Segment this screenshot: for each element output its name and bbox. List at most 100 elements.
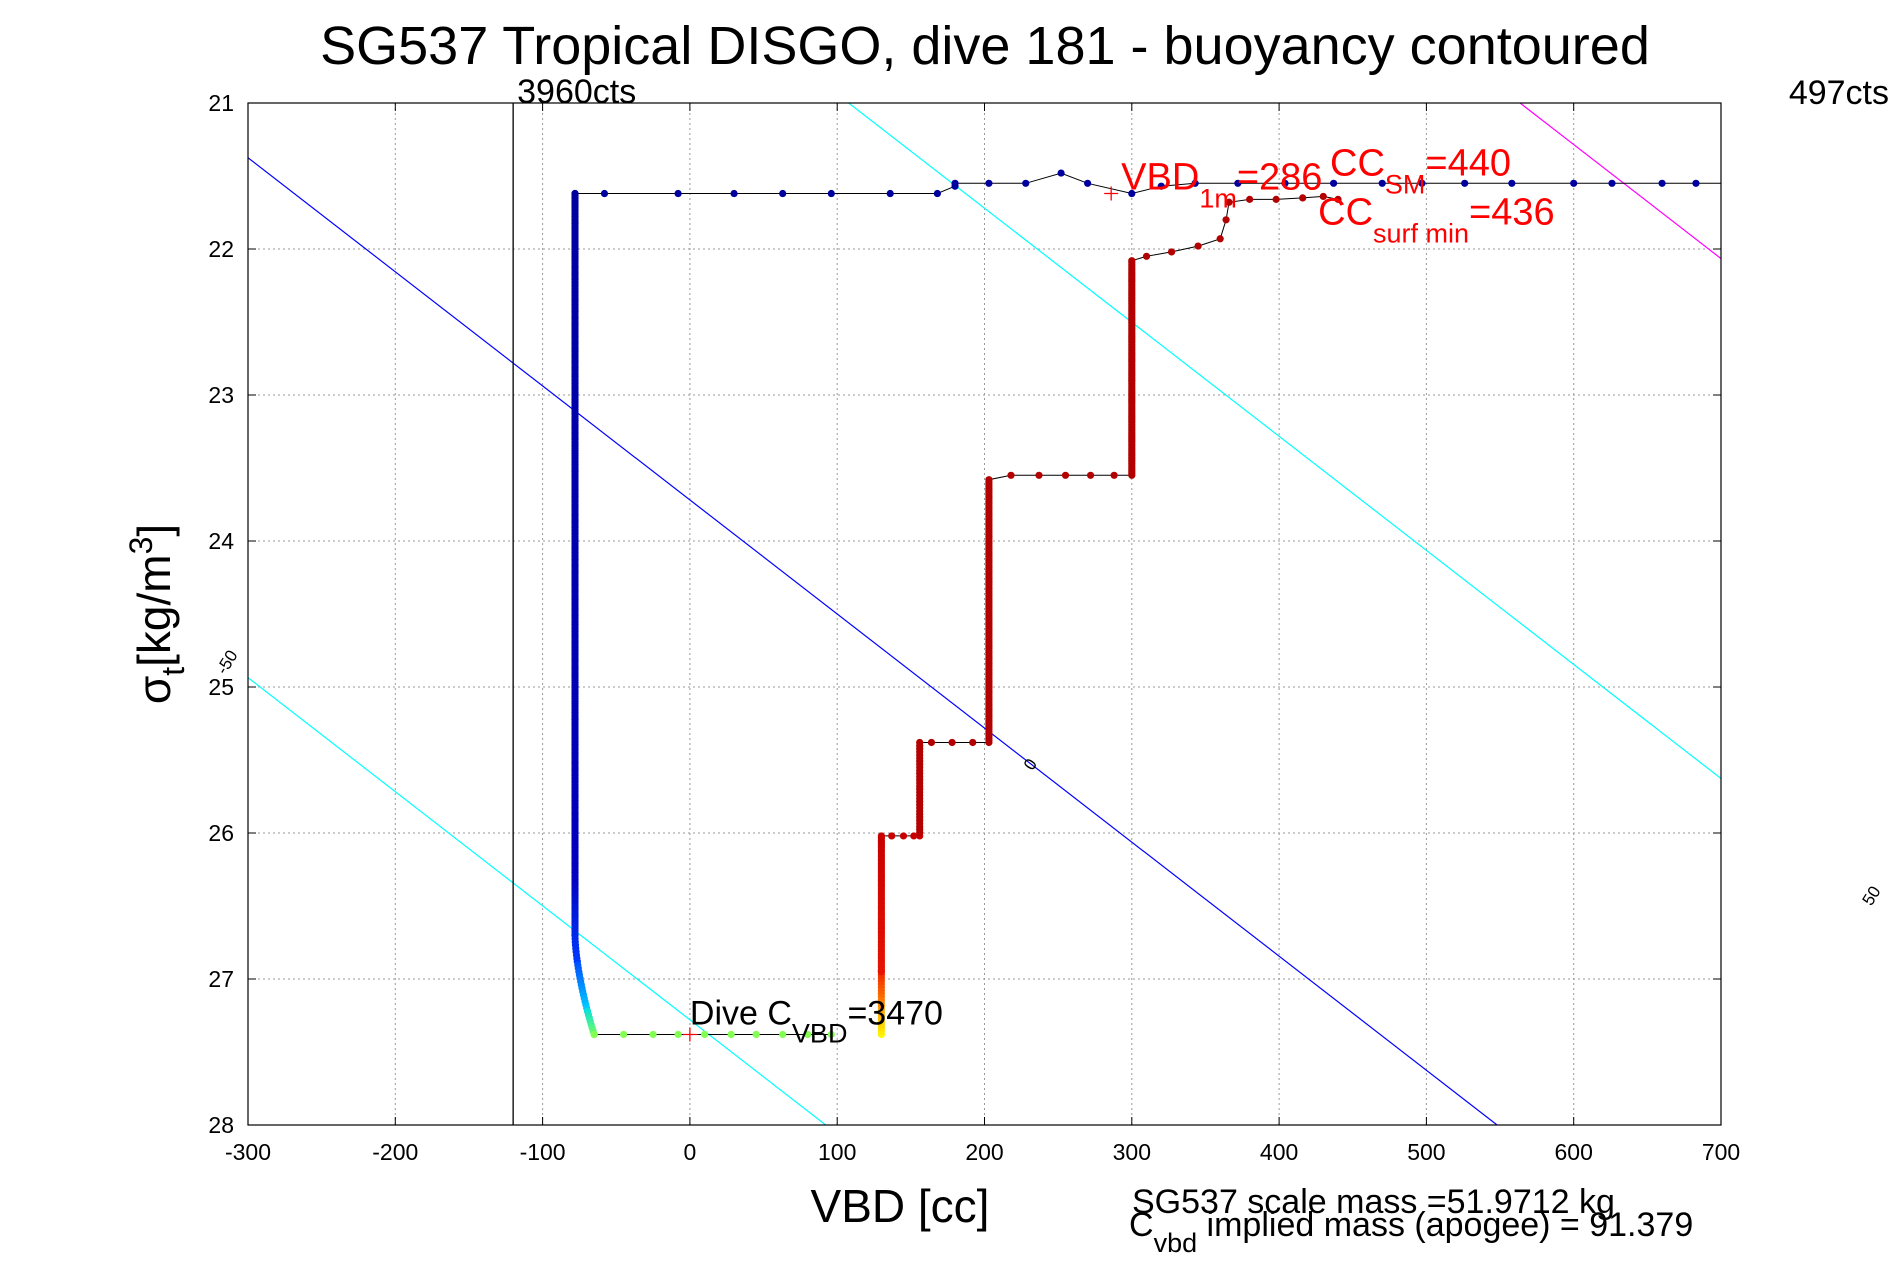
surface-point <box>933 189 941 198</box>
surface-point <box>1461 179 1469 187</box>
y-tick-label: 24 <box>208 528 234 554</box>
surface-point <box>951 179 959 187</box>
dive-cvbd-marker <box>682 1027 697 1042</box>
x-tick-label: -200 <box>372 1139 418 1165</box>
surface-point <box>779 189 787 198</box>
surface-point <box>1608 179 1616 187</box>
x-tick-label: 200 <box>965 1139 1003 1165</box>
implied-mass-text: Cvbd implied mass (apogee) = 91.379 <box>1129 1206 1693 1258</box>
x-tick-label: 600 <box>1555 1139 1593 1165</box>
dive-cvbd-annotation: Dive CVBD=3470 <box>690 994 943 1048</box>
climb-point <box>910 832 918 840</box>
dive-point <box>827 1030 835 1039</box>
buoyancy-contours <box>248 103 1721 1125</box>
y-tick-label: 27 <box>208 966 234 992</box>
surface-point <box>1191 179 1199 187</box>
dive-point <box>620 1030 628 1039</box>
surface-point <box>1128 189 1136 198</box>
surface-point <box>827 189 835 198</box>
climb-point <box>1061 471 1070 479</box>
climb-point <box>888 832 896 840</box>
climb-point <box>1110 471 1118 479</box>
x-tick-label: -100 <box>520 1139 566 1165</box>
climb-point <box>1086 471 1095 479</box>
y-tick-label: 25 <box>208 674 234 700</box>
surface-point <box>1658 179 1666 187</box>
surface-point <box>985 179 993 187</box>
scale-mass-text: SG537 scale mass =51.9712 kg <box>1132 1183 1615 1221</box>
dive-point <box>804 1030 812 1039</box>
climb-point <box>948 738 956 747</box>
climb-point <box>1167 248 1176 256</box>
climb-point <box>1334 195 1342 203</box>
climb-point <box>877 832 885 840</box>
limit-label-497cts: 497cts <box>1789 74 1889 112</box>
climb-point <box>1194 242 1202 250</box>
x-tick-label: 500 <box>1407 1139 1445 1165</box>
dive-point <box>701 1030 709 1039</box>
climb-point <box>916 738 924 747</box>
climb-point <box>1319 192 1327 201</box>
cc-sm-annotation: CCSM=440 <box>1330 142 1511 199</box>
reference-markers <box>682 186 1119 1042</box>
surface-point <box>1378 179 1386 187</box>
y-tick-label: 23 <box>208 382 234 408</box>
x-axis-label: VBD [cc] <box>811 1180 990 1232</box>
climb-point <box>985 476 993 484</box>
vbd-1m-marker <box>1104 186 1119 201</box>
surface-point <box>1057 169 1065 177</box>
climb-point <box>1128 257 1136 265</box>
climb-point <box>1007 471 1015 479</box>
chart-title: SG537 Tropical DISGO, dive 181 - buoyanc… <box>320 16 1650 76</box>
surface-point <box>1508 179 1516 187</box>
surface-point <box>1281 179 1289 187</box>
climb-point <box>1246 195 1254 203</box>
x-tick-label: 700 <box>1702 1139 1740 1165</box>
contour-line <box>248 156 1498 1125</box>
surface-point <box>1692 179 1700 187</box>
surface-point <box>1330 179 1338 187</box>
climb-point <box>1035 471 1043 479</box>
surface-point <box>886 189 894 198</box>
climb-point <box>1225 198 1233 206</box>
dive-point <box>752 1030 760 1039</box>
axis-ticks: -300 -200 -100 0 100 200 300 400 500 600 700 21 22 23… <box>208 90 1740 1165</box>
climb-point <box>1142 252 1151 260</box>
dive-point <box>674 1030 682 1039</box>
surface-point <box>600 189 609 198</box>
surface-point <box>674 189 682 198</box>
contour-line <box>248 676 827 1125</box>
climb-point <box>1299 194 1307 202</box>
x-tick-label: 300 <box>1113 1139 1151 1165</box>
y-tick-label: 21 <box>208 90 234 116</box>
y-tick-label: 26 <box>208 820 234 846</box>
data-series <box>571 169 1721 1039</box>
limit-label-3960cts: 3960cts <box>517 73 636 111</box>
climb-point <box>927 738 936 747</box>
surface-point <box>571 189 579 198</box>
climb-point <box>1216 235 1224 243</box>
dive-point <box>649 1030 657 1039</box>
surface-point <box>730 189 738 198</box>
x-tick-label: 100 <box>818 1139 856 1165</box>
climb-point <box>899 832 908 840</box>
dive-point <box>779 1030 787 1039</box>
surface-point <box>1084 179 1092 187</box>
y-axis-label: σt[kg/m3] <box>123 524 191 704</box>
dive-point <box>590 1030 598 1039</box>
surface-point <box>1157 182 1165 190</box>
contour-line <box>847 103 1721 780</box>
surface-point <box>1570 179 1578 187</box>
x-tick-label: 400 <box>1260 1139 1298 1165</box>
y-tick-label: 22 <box>208 236 234 262</box>
dive-point <box>727 1030 735 1039</box>
surface-point <box>1418 179 1426 187</box>
climb-point <box>1222 216 1230 224</box>
y-tick-label: 28 <box>208 1112 234 1138</box>
x-tick-label: -300 <box>225 1139 271 1165</box>
surface-point <box>1022 179 1030 187</box>
vbd-1m-annotation: VBD1m=286 <box>1121 157 1322 214</box>
cc-surf-min-annotation: CCsurf min=436 <box>1318 192 1555 249</box>
